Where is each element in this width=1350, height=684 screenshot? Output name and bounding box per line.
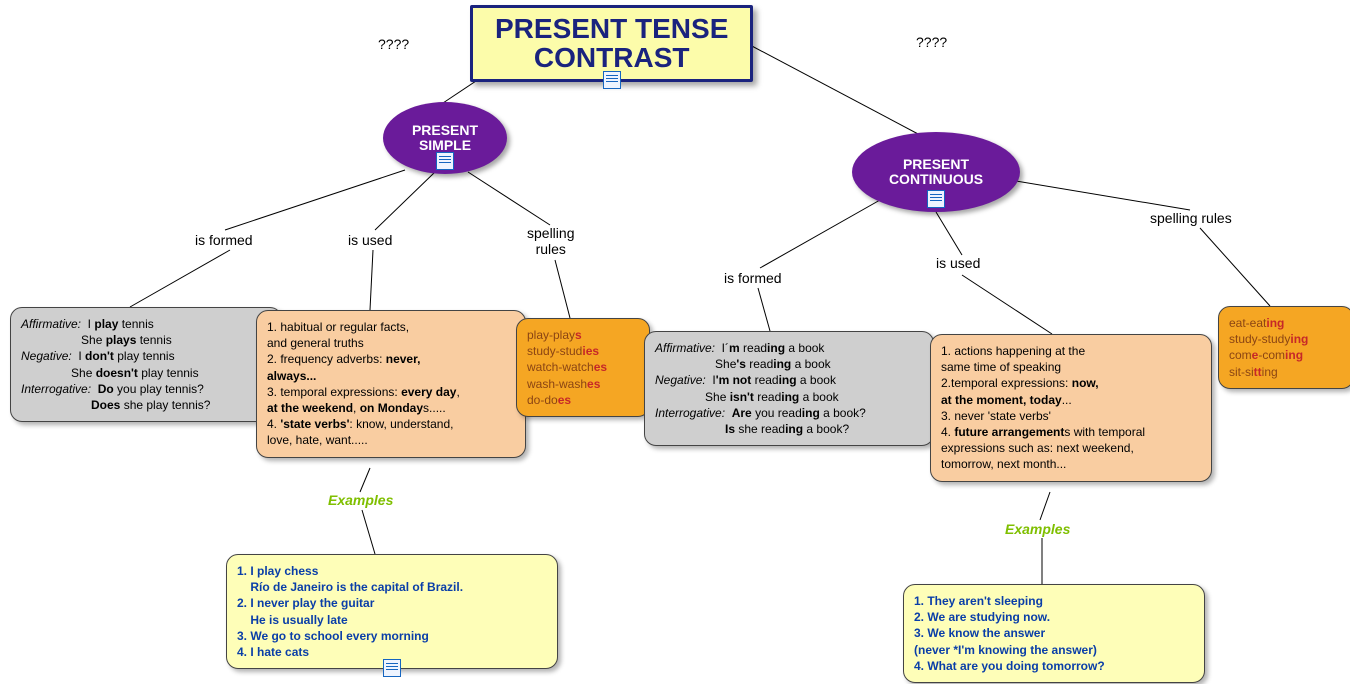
- doc-icon: [436, 152, 454, 170]
- box-formed-cont: Affirmative: I´m reading a book She's re…: [644, 331, 934, 446]
- box-spell-simple: play-playsstudy-studieswatch-watcheswash…: [516, 318, 650, 417]
- edge-q2: ????: [916, 34, 947, 50]
- box-spell-cont: eat-eatingstudy-studyingcome-comingsit-s…: [1218, 306, 1350, 389]
- ellipse-cont-l2: CONTINUOUS: [889, 171, 983, 187]
- edge-formed1: is formed: [195, 232, 253, 248]
- box-formed-simple: Affirmative: I play tennis She plays ten…: [10, 307, 282, 422]
- edge-formed2: is formed: [724, 270, 782, 286]
- edge-examples1: Examples: [328, 492, 393, 508]
- ellipse-simple-l2: SIMPLE: [419, 137, 471, 153]
- ellipse-simple-l1: PRESENT: [412, 122, 478, 138]
- edge-used1: is used: [348, 232, 392, 248]
- edge-used2: is used: [936, 255, 980, 271]
- box-used-cont: 1. actions happening at thesame time of …: [930, 334, 1212, 482]
- node-present-continuous: PRESENT CONTINUOUS: [852, 132, 1020, 212]
- box-examples-cont: 1. They aren't sleeping2. We are studyin…: [903, 584, 1205, 683]
- edge-spell2: spelling rules: [1150, 210, 1232, 226]
- doc-icon: [603, 71, 621, 89]
- title-box: PRESENT TENSE CONTRAST: [470, 5, 753, 82]
- node-present-simple: PRESENT SIMPLE: [383, 102, 507, 174]
- ellipse-cont-l1: PRESENT: [903, 156, 969, 172]
- doc-icon: [927, 190, 945, 208]
- box-used-simple: 1. habitual or regular facts,and general…: [256, 310, 526, 458]
- edge-q1: ????: [378, 36, 409, 52]
- edge-spell1: spelling rules: [527, 225, 574, 257]
- edge-examples2: Examples: [1005, 521, 1070, 537]
- doc-icon: [383, 659, 401, 677]
- box-examples-simple: 1. I play chess Río de Janeiro is the ca…: [226, 554, 558, 669]
- title-line2: CONTRAST: [534, 42, 690, 73]
- title-line1: PRESENT TENSE: [495, 13, 728, 44]
